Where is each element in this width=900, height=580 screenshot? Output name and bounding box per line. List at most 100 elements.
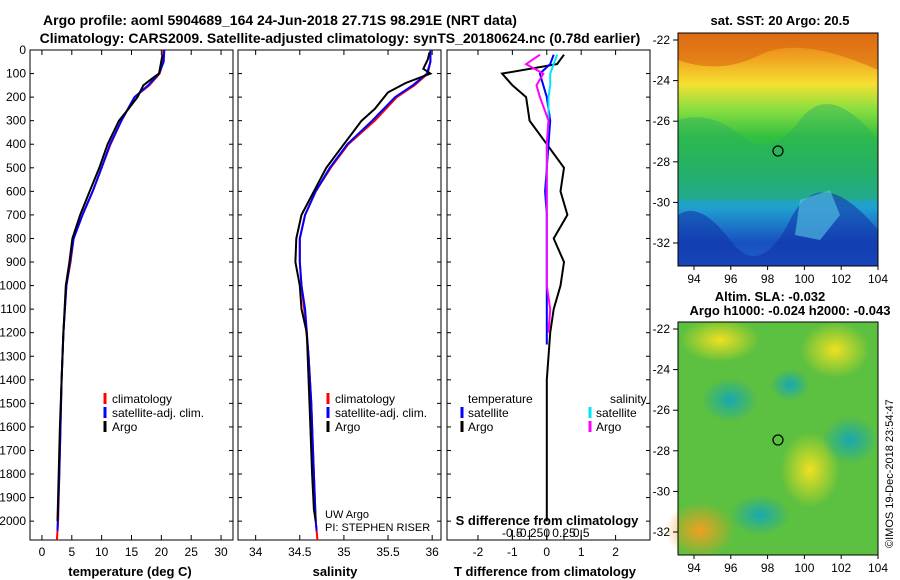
legend-temperature-title: temperature bbox=[468, 392, 533, 406]
temperature-xlabel: temperature (deg C) bbox=[68, 564, 192, 579]
series-line-s-argo bbox=[524, 53, 552, 333]
x-tick-label: 30 bbox=[214, 545, 228, 559]
map-x-tick-label: 100 bbox=[794, 561, 814, 575]
depth-tick-label: 800 bbox=[6, 231, 26, 245]
depth-tick-label: 1900 bbox=[0, 491, 26, 505]
depth-tick-label: 2000 bbox=[0, 514, 26, 528]
x-tick-label: 15 bbox=[125, 545, 139, 559]
depth-tick-label: 1700 bbox=[0, 443, 26, 457]
salinity-xlabel: salinity bbox=[313, 564, 359, 579]
depth-tick-label: 1100 bbox=[0, 302, 26, 316]
map-x-tick-label: 104 bbox=[868, 272, 888, 286]
temperature-plot: 0 5 10 15 20 25 30 bbox=[39, 49, 228, 559]
x-tick-label: 2 bbox=[612, 545, 619, 559]
depth-tick-label: 400 bbox=[6, 137, 26, 151]
legend-s-argo: Argo bbox=[596, 420, 622, 434]
series-line-satellite-adj-clim- bbox=[56, 49, 166, 531]
series-line-argo bbox=[56, 54, 164, 522]
x-tick-label: 35 bbox=[337, 545, 351, 559]
legend-satellite: satellite-adj. clim. bbox=[112, 406, 204, 420]
map-y-tick-label: -22 bbox=[653, 322, 671, 336]
map-x-tick-label: 98 bbox=[761, 272, 775, 286]
salinity-plot: 34 34.5 35 35.5 36 bbox=[249, 50, 439, 559]
map-y-tick-label: -28 bbox=[653, 155, 671, 169]
sst-warm-patch bbox=[678, 33, 878, 70]
series-line-climatology bbox=[298, 50, 432, 541]
salinity-legend: climatology satellite-adj. clim. Argo UW… bbox=[325, 392, 430, 534]
legend-climatology: climatology bbox=[335, 392, 395, 406]
depth-tick-label: 700 bbox=[6, 208, 26, 222]
argo-location-marker-sla bbox=[772, 434, 784, 446]
x-tick-label: 1 bbox=[578, 545, 585, 559]
series-line-climatology bbox=[55, 50, 165, 541]
x-tick-label: 34 bbox=[249, 545, 263, 559]
sla-map-frame bbox=[677, 321, 879, 556]
depth-tick-label: 600 bbox=[6, 184, 26, 198]
depth-tick-label: 1400 bbox=[0, 373, 26, 387]
sla-high-patch bbox=[780, 432, 840, 508]
x-tick-label: 25 bbox=[185, 545, 199, 559]
sla-map-title-2: Argo h1000: -0.024 h2000: -0.043 bbox=[690, 303, 891, 318]
map-y-tick-label: -30 bbox=[653, 484, 671, 498]
difference-legend: temperature satellite Argo salinity sate… bbox=[460, 392, 647, 434]
map-y-tick-label: -24 bbox=[653, 74, 671, 88]
depth-tick-label: 100 bbox=[6, 67, 26, 81]
depth-tick-label: 1800 bbox=[0, 467, 26, 481]
sla-high-patch bbox=[680, 318, 760, 362]
top-x-tick-label: 0.5 bbox=[573, 526, 590, 540]
argo-location-marker-sst bbox=[772, 145, 784, 157]
legend-argo: Argo bbox=[335, 420, 361, 434]
x-tick-label: -1 bbox=[507, 545, 518, 559]
sst-map bbox=[677, 32, 879, 267]
legend-t-argo: Argo bbox=[468, 420, 494, 434]
depth-tick-label: 1200 bbox=[0, 326, 26, 340]
sst-cool-patch bbox=[795, 190, 840, 240]
map-y-tick-label: -26 bbox=[653, 114, 671, 128]
legend-satellite: satellite-adj. clim. bbox=[335, 406, 427, 420]
top-x-tick-label: -0.25 bbox=[516, 526, 544, 540]
map-x-tick-label: 96 bbox=[724, 272, 738, 286]
difference-plot: -2 -1 0 1 2-0.5-0.25 0 0.250.5 bbox=[473, 50, 619, 559]
depth-tick-label: 1000 bbox=[0, 279, 26, 293]
sst-map-frame bbox=[677, 32, 879, 267]
x-tick-label: 0 bbox=[543, 545, 550, 559]
map-x-tick-label: 100 bbox=[794, 272, 814, 286]
annotation-pi: PI: STEPHEN RISER bbox=[325, 522, 430, 534]
map-x-tick-label: 102 bbox=[831, 272, 851, 286]
depth-tick-label: 900 bbox=[6, 255, 26, 269]
map-x-tick-label: 104 bbox=[868, 561, 888, 575]
depth-tick-label: 1300 bbox=[0, 349, 26, 363]
series-line-satellite-adj-clim- bbox=[298, 50, 432, 531]
title-line-1: Argo profile: aoml 5904689_164 24-Jun-20… bbox=[43, 12, 517, 28]
difference-top-xlabel: S difference from climatology bbox=[456, 513, 640, 528]
temperature-legend: climatology satellite-adj. clim. Argo bbox=[103, 392, 204, 434]
salinity-panel-frame bbox=[237, 49, 442, 541]
map-axes: -22 -24 -26 -28 -30 -32 94 96 98 100 102 104 -22 -24 -… bbox=[653, 33, 889, 575]
top-x-tick-label: 0.25 bbox=[552, 526, 576, 540]
x-tick-label: 0 bbox=[39, 545, 46, 559]
x-tick-label: 10 bbox=[95, 545, 109, 559]
legend-s-satellite: satellite bbox=[596, 406, 637, 420]
sla-low-patch bbox=[770, 369, 810, 401]
sla-map-title-1: Altim. SLA: -0.032 bbox=[715, 289, 826, 304]
top-x-tick-label: -0.5 bbox=[502, 526, 523, 540]
top-x-tick-label: 0 bbox=[543, 526, 550, 540]
sla-map bbox=[665, 318, 879, 558]
sla-low-patch bbox=[730, 495, 790, 535]
map-x-tick-label: 102 bbox=[831, 561, 851, 575]
x-tick-label: 34.5 bbox=[288, 545, 312, 559]
depth-axis: 0 100 200 300 400 500 600 700 800 900 1000 1100 1200… bbox=[0, 43, 650, 528]
legend-argo: Argo bbox=[112, 420, 138, 434]
x-tick-label: 5 bbox=[68, 545, 75, 559]
map-x-tick-label: 94 bbox=[687, 272, 701, 286]
series-line-argo bbox=[294, 52, 433, 522]
map-y-tick-label: -30 bbox=[653, 195, 671, 209]
series-line-s-satellite bbox=[545, 54, 559, 286]
map-y-tick-label: -22 bbox=[653, 33, 671, 47]
depth-tick-label: 500 bbox=[6, 161, 26, 175]
map-y-tick-label: -28 bbox=[653, 444, 671, 458]
sla-low-patch bbox=[702, 378, 758, 422]
x-tick-label: -2 bbox=[473, 545, 484, 559]
sst-map-title: sat. SST: 20 Argo: 20.5 bbox=[711, 13, 850, 28]
map-y-tick-label: -32 bbox=[653, 236, 671, 250]
